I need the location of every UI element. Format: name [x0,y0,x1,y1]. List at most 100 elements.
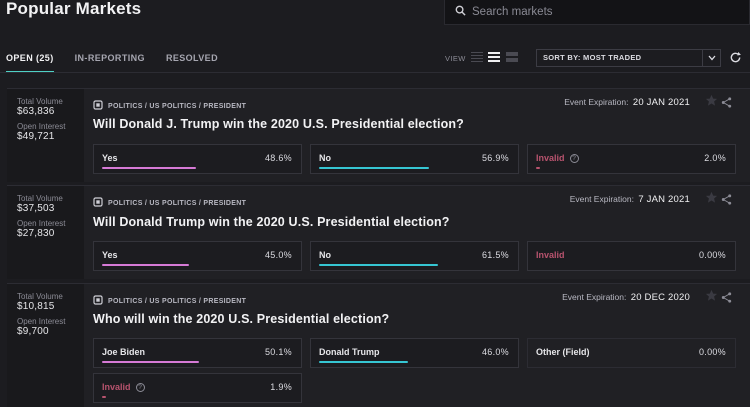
expiration-label: Event Expiration: [562,292,627,302]
outcome-invalid[interactable]: Invalid? 2.0% [527,144,736,174]
category-breadcrumb: POLITICS / US POLITICS / PRESIDENT [93,97,246,115]
open-interest-label: Open Interest [17,219,66,228]
outcome-label: Other (Field) [536,347,590,357]
market-question[interactable]: Will Donald Trump win the 2020 U.S. Pres… [93,215,450,229]
outcome-bar [319,264,438,266]
list-view-icon[interactable] [471,52,483,62]
outcome-bar [102,167,196,169]
market-stats: Total Volume $10,815 Open Interest $9,70… [7,284,84,407]
outcome-percent: 48.6% [264,153,292,163]
expiration-date: 20 DEC 2020 [630,292,690,303]
outcome-percent: 1.9% [270,382,292,392]
expiration-date: 7 JAN 2021 [638,194,690,205]
total-volume-label: Total Volume [17,97,63,106]
outcome-percent: 45.0% [264,250,292,260]
outcome-joe-biden[interactable]: Joe Biden 50.1% [93,338,302,368]
market-card: Total Volume $10,815 Open Interest $9,70… [7,283,750,407]
open-interest-label: Open Interest [17,317,66,326]
help-icon[interactable]: ? [569,154,579,163]
outcome-no[interactable]: No 56.9% [310,144,519,174]
open-interest-value: $49,721 [17,131,55,142]
help-icon[interactable]: ? [135,383,145,392]
sort-label: SORT BY: MOST TRADED [543,53,642,62]
shield-icon [93,292,103,310]
market-tabs: OPEN (25) IN-REPORTING RESOLVED [6,51,239,73]
breadcrumb[interactable]: POLITICS / US POLITICS / PRESIDENT [108,297,247,305]
open-interest-value: $27,830 [17,228,55,239]
tab-in-reporting[interactable]: IN-REPORTING [74,53,145,63]
outcome-bar [319,167,429,169]
sort-select[interactable]: SORT BY: MOST TRADED [536,49,721,67]
outcome-other-field[interactable]: Other (Field) 0.00% [527,338,736,368]
outcome-percent: 0.00% [698,250,726,260]
outcome-label: Donald Trump [319,347,380,357]
event-expiration: Event Expiration: 7 JAN 2021 [570,194,690,205]
expiration-label: Event Expiration: [564,97,629,107]
total-volume-value: $37,503 [17,203,55,214]
market-card: Total Volume $63,836 Open Interest $49,7… [7,88,750,182]
outcome-invalid[interactable]: Invalid 0.00% [527,241,736,271]
outcome-no[interactable]: No 61.5% [310,241,519,271]
outcome-bar [102,264,189,266]
total-volume-value: $63,836 [17,106,55,117]
breadcrumb[interactable]: POLITICS / US POLITICS / PRESIDENT [108,199,247,207]
chevron-down-icon [702,50,720,66]
compact-view-icon[interactable] [488,52,500,62]
market-question[interactable]: Will Donald J. Trump win the 2020 U.S. P… [93,117,464,131]
open-interest-value: $9,700 [17,326,49,337]
share-icon[interactable] [721,290,732,303]
tab-resolved[interactable]: RESOLVED [165,53,218,63]
outcome-percent: 2.0% [704,153,726,163]
outcome-label: Yes [102,153,118,163]
outcome-label: Yes [102,250,118,260]
expiration-label: Event Expiration: [569,194,634,204]
breadcrumb[interactable]: POLITICS / US POLITICS / PRESIDENT [108,102,247,110]
expiration-date: 20 JAN 2021 [632,97,690,108]
outcome-yes[interactable]: Yes 45.0% [93,241,302,271]
tabs-divider [0,72,750,73]
outcome-percent: 46.0% [481,347,509,357]
share-icon[interactable] [721,95,732,108]
market-card: Total Volume $37,503 Open Interest $27,8… [7,185,750,279]
star-icon[interactable] [705,94,718,107]
outcome-yes[interactable]: Yes 48.6% [93,144,302,174]
outcome-percent: 0.00% [698,347,726,357]
market-stats: Total Volume $63,836 Open Interest $49,7… [7,89,84,182]
outcome-label: Invalid [536,250,565,260]
outcome-label: No [319,250,331,260]
outcome-label: Invalid [536,153,565,163]
share-icon[interactable] [721,192,732,205]
outcome-invalid[interactable]: Invalid? 1.9% [93,373,302,403]
search-box[interactable] [444,0,750,25]
outcome-donald-trump[interactable]: Donald Trump 46.0% [310,338,519,368]
outcome-label: Invalid [102,382,131,392]
outcome-percent: 50.1% [264,347,292,357]
star-icon[interactable] [705,191,718,204]
event-expiration: Event Expiration: 20 DEC 2020 [562,292,690,303]
outcome-bar [102,396,106,398]
shield-icon [93,194,103,212]
search-input[interactable] [472,6,732,18]
total-volume-value: $10,815 [17,301,55,312]
category-breadcrumb: POLITICS / US POLITICS / PRESIDENT [93,194,246,212]
outcome-percent: 56.9% [481,153,509,163]
open-interest-label: Open Interest [17,122,66,131]
outcome-bar [102,361,199,363]
market-stats: Total Volume $37,503 Open Interest $27,8… [7,186,84,279]
market-question[interactable]: Who will win the 2020 U.S. Presidential … [93,312,390,326]
outcome-percent: 61.5% [481,250,509,260]
refresh-icon[interactable] [729,51,742,64]
tab-open[interactable]: OPEN (25) [6,51,54,73]
star-icon[interactable] [705,289,718,302]
outcome-label: Joe Biden [102,347,146,357]
total-volume-label: Total Volume [17,292,63,301]
page-title: Popular Markets [6,0,142,18]
view-label: VIEW [445,54,466,63]
search-icon [455,3,466,21]
outcome-label: No [319,153,331,163]
outcome-bar [536,167,540,169]
card-view-icon[interactable] [506,52,518,62]
outcome-bar [319,361,408,363]
shield-icon [93,97,103,115]
category-breadcrumb: POLITICS / US POLITICS / PRESIDENT [93,292,246,310]
